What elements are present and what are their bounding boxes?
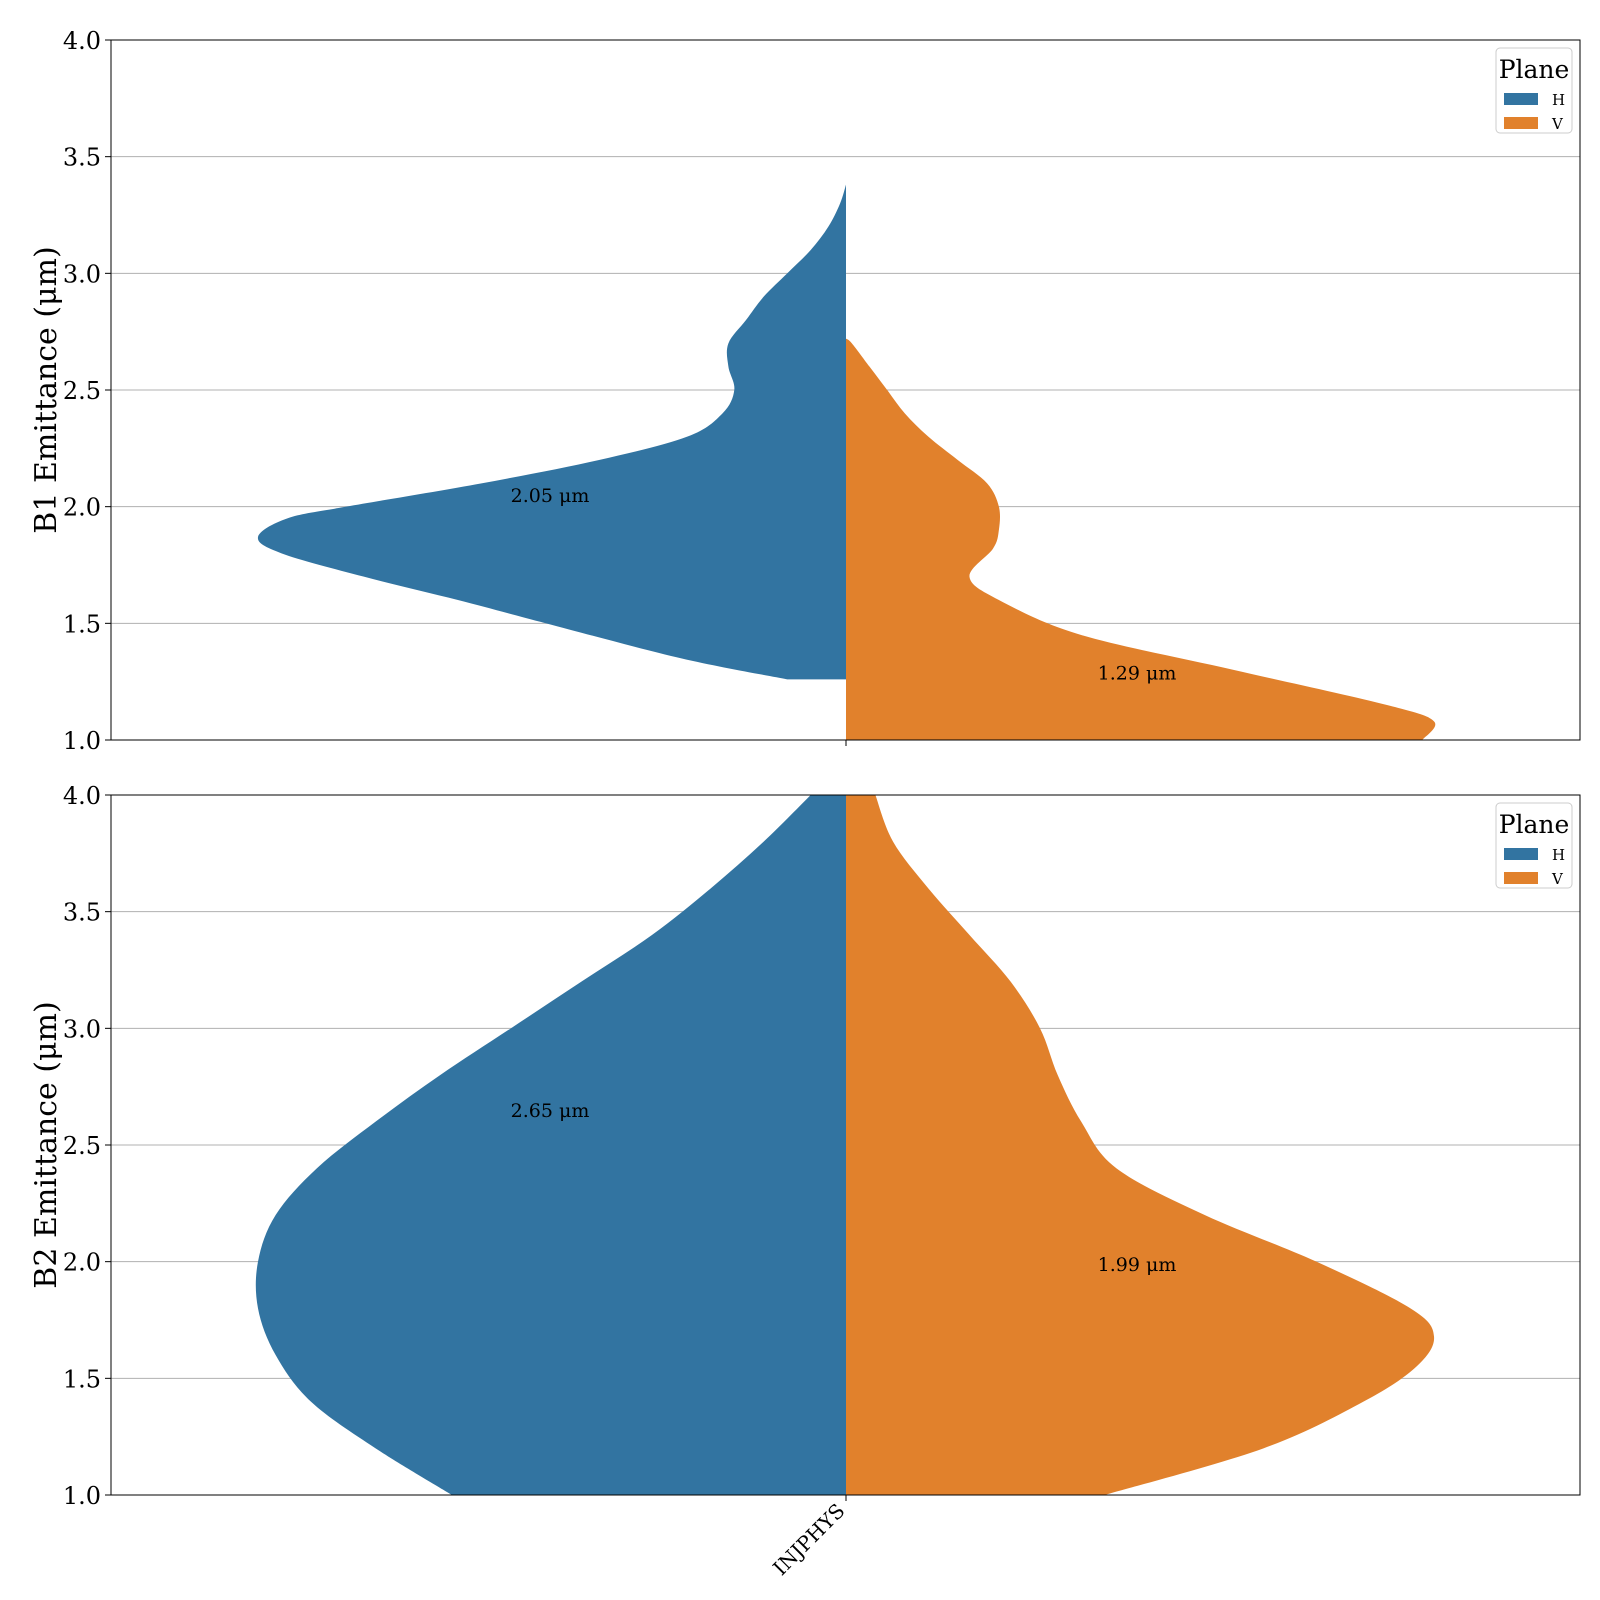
- violin-half-h: [257, 184, 846, 680]
- legend-label-v: V: [1551, 115, 1564, 133]
- y-tick-label: 1.5: [63, 610, 101, 638]
- y-tick-label: 3.0: [63, 260, 101, 288]
- y-tick-label: 2.0: [63, 494, 101, 522]
- legend-swatch-h: [1504, 848, 1538, 860]
- y-tick-label: 1.5: [63, 1365, 101, 1393]
- y-tick-label: 4.0: [63, 27, 101, 55]
- y-axis-label: B2 Emittance (μm): [29, 1001, 64, 1288]
- legend: Plane HV: [1495, 47, 1573, 134]
- chart-panel-2: 2.65 μm 1.99 μm 1.0 1.5 2.0 2.5 3.0 3.5 4.0 B2 Em…: [29, 782, 1581, 1510]
- violin-half-h: [255, 795, 847, 1495]
- y-tick-label: 3.5: [63, 144, 101, 172]
- y-tick-label: 3.0: [63, 1015, 101, 1043]
- annotation-h: 2.05 μm: [511, 485, 590, 507]
- legend-label-v: V: [1551, 870, 1564, 888]
- violin-group: [255, 795, 1435, 1495]
- y-tick-label: 4.0: [63, 782, 101, 810]
- y-tick-label: 1.0: [63, 1482, 101, 1510]
- y-tick-label: 2.0: [63, 1249, 101, 1277]
- annotation-h: 2.65 μm: [511, 1100, 590, 1122]
- legend-swatch-v: [1504, 872, 1538, 884]
- chart-panel-1: 2.05 μm 1.29 μm 1.0 1.5 2.0 2.5 3.0 3.5 4.0 B1 Em…: [29, 27, 1581, 755]
- violin-half-v: [846, 338, 1436, 740]
- legend-title: Plane: [1499, 810, 1570, 839]
- legend-label-h: H: [1552, 91, 1565, 109]
- annotation-v: 1.29 μm: [1098, 662, 1177, 684]
- legend: Plane HV: [1495, 802, 1573, 889]
- x-category-label: INJPHYS: [768, 1499, 849, 1580]
- legend-swatch-v: [1504, 117, 1538, 129]
- legend-swatch-h: [1504, 93, 1538, 105]
- y-tick-label: 1.0: [63, 727, 101, 755]
- legend-box: [1495, 47, 1573, 134]
- annotation-v: 1.99 μm: [1098, 1254, 1177, 1276]
- violin-half-v: [846, 795, 1435, 1495]
- y-tick-label: 2.5: [63, 1132, 101, 1160]
- violin-group: [257, 184, 1436, 740]
- y-tick-label: 2.5: [63, 377, 101, 405]
- legend-title: Plane: [1499, 55, 1570, 84]
- y-tick-label: 3.5: [63, 899, 101, 927]
- y-axis-label: B1 Emittance (μm): [29, 246, 64, 533]
- legend-box: [1495, 802, 1573, 889]
- legend-label-h: H: [1552, 846, 1565, 864]
